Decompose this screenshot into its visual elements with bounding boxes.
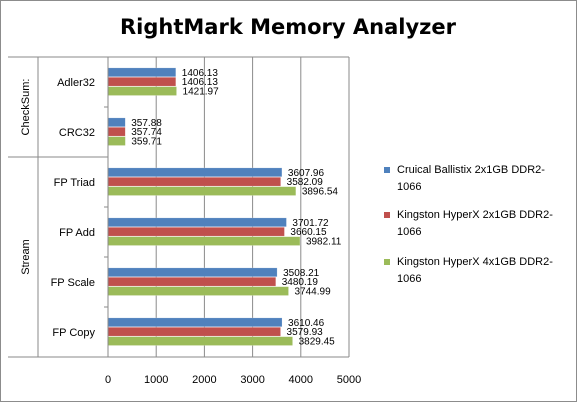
bar	[107, 186, 297, 196]
bar	[107, 86, 177, 96]
bar	[107, 286, 289, 296]
bar	[107, 217, 287, 227]
data-label: 3829.45	[299, 337, 336, 348]
category-label: CRC32	[59, 127, 95, 139]
data-label: 3480.19	[282, 277, 319, 288]
legend-label: Kingston HyperX 4x1GB DDR2-	[397, 256, 553, 268]
data-label: 357.88	[131, 118, 162, 129]
data-label: 3701.72	[292, 218, 329, 229]
data-label: 3508.21	[283, 268, 320, 279]
category-label: FP Triad	[54, 177, 95, 189]
x-tick-label: 3000	[240, 374, 264, 386]
data-label: 3660.15	[290, 227, 327, 238]
category-label: FP Scale	[51, 277, 95, 289]
legend-label: 1066	[397, 273, 421, 285]
x-tick-label: 1000	[144, 374, 168, 386]
category-label: FP Copy	[52, 327, 95, 339]
data-label: 1406.13	[182, 77, 219, 88]
bar	[107, 136, 126, 146]
group-label: Stream	[20, 239, 32, 274]
bar	[107, 117, 126, 127]
plot-area	[108, 57, 349, 357]
legend-label: Cruical Ballistix 2x1GB DDR2-	[397, 164, 545, 176]
category-label: FP Add	[59, 227, 95, 239]
bar	[107, 227, 285, 237]
legend-swatch	[384, 212, 390, 218]
bar	[107, 127, 126, 137]
data-label: 3610.46	[288, 318, 325, 329]
data-label: 3582.09	[287, 177, 324, 188]
bar	[107, 267, 278, 277]
data-label: 3896.54	[302, 187, 339, 198]
bar	[107, 336, 293, 346]
data-label: 1406.13	[182, 68, 219, 79]
data-label: 3744.99	[295, 287, 332, 298]
chart-title: RightMark Memory Analyzer	[120, 15, 457, 39]
bar	[107, 317, 283, 327]
data-label: 3982.11	[306, 237, 342, 248]
x-tick-label: 4000	[289, 374, 313, 386]
x-tick-label: 5000	[337, 374, 361, 386]
legend-swatch	[384, 259, 390, 265]
data-label: 3579.93	[287, 327, 324, 338]
group-label: CheckSum:	[20, 79, 32, 136]
data-label: 359.71	[131, 137, 162, 148]
legend-label: 1066	[397, 226, 421, 238]
legend-label: Kingston HyperX 2x1GB DDR2-	[397, 209, 553, 221]
bar	[107, 236, 301, 246]
x-tick-label: 2000	[192, 374, 216, 386]
data-label: 1421.97	[183, 87, 220, 98]
bar	[107, 277, 276, 287]
bar	[107, 77, 177, 87]
data-label: 357.74	[131, 127, 162, 138]
bar	[107, 67, 177, 77]
data-label: 3607.96	[288, 168, 325, 179]
legend-label: 1066	[397, 181, 421, 193]
bar	[107, 177, 281, 187]
x-tick-label: 0	[105, 374, 111, 386]
bar	[107, 327, 281, 337]
bar	[107, 167, 283, 177]
category-label: Adler32	[57, 77, 95, 89]
legend-swatch	[384, 167, 390, 173]
